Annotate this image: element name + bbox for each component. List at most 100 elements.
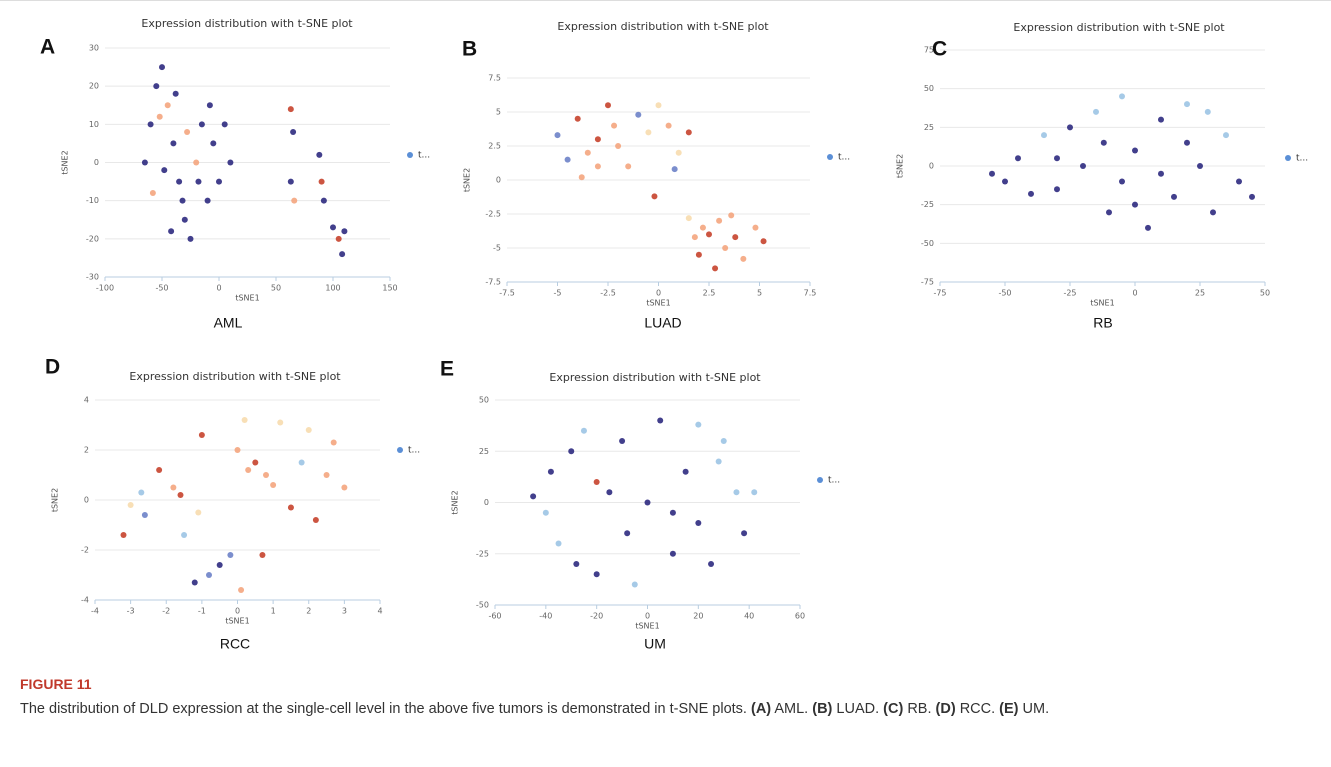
legend-label: t... <box>838 153 850 163</box>
scatter-point <box>741 530 748 537</box>
scatter-point <box>330 439 337 446</box>
y-axis-label: tSNE2 <box>463 168 472 192</box>
scatter-point <box>1015 155 1021 162</box>
y-tick-label: -7.5 <box>485 278 501 287</box>
scatter-point <box>728 212 735 219</box>
caption-segment: The distribution of DLD expression at th… <box>20 701 751 717</box>
scatter-point <box>594 163 601 170</box>
scatter-point <box>615 143 622 149</box>
x-axis-label: tSNE1 <box>646 299 670 308</box>
x-tick-label: -2 <box>162 607 170 616</box>
scatter-point <box>245 467 252 473</box>
scatter-point <box>210 140 217 147</box>
scatter-point <box>206 572 212 578</box>
scatter-point <box>712 265 719 272</box>
panel-label: E <box>440 358 454 381</box>
scatter-point <box>722 245 729 251</box>
x-tick-label: -1 <box>198 607 206 616</box>
scatter-point <box>1041 132 1047 139</box>
scatter-point <box>141 159 148 166</box>
x-tick-label: -75 <box>933 289 946 298</box>
scatter-point <box>179 197 186 204</box>
x-tick-label: 3 <box>342 607 347 616</box>
scatter-point <box>594 136 601 143</box>
scatter-point <box>227 159 234 166</box>
caption-text: The distribution of DLD expression at th… <box>20 698 1260 720</box>
scatter-point <box>259 552 266 558</box>
legend-marker <box>397 447 403 453</box>
scatter-point <box>1158 170 1164 177</box>
scatter-point <box>238 587 245 593</box>
y-tick-label: 0 <box>496 176 501 185</box>
y-tick-label: 10 <box>89 120 99 129</box>
chart-title: Expression distribution with t-SNE plot <box>1013 21 1225 34</box>
x-axis-label: tSNE1 <box>225 617 249 626</box>
scatter-point <box>706 231 712 238</box>
y-tick-label: 75 <box>924 46 934 55</box>
panel-caption: RCC <box>220 636 250 652</box>
scatter-point <box>164 102 171 109</box>
scatter-point <box>141 512 148 518</box>
x-tick-label: 50 <box>271 284 281 293</box>
caption-label: FIGURE 11 <box>20 676 92 692</box>
legend-label: t... <box>408 446 420 456</box>
scatter-point <box>204 197 211 204</box>
top-rule <box>0 0 1331 1</box>
x-tick-label: 0 <box>235 607 240 616</box>
scatter-point <box>320 197 327 204</box>
scatter-point <box>645 129 652 136</box>
x-tick-label: -50 <box>155 284 168 293</box>
caption-segment: (C) <box>883 701 904 717</box>
y-tick-label: -75 <box>921 278 934 287</box>
legend-label: t... <box>418 151 430 161</box>
legend-marker <box>1285 155 1291 161</box>
x-tick-label: 0 <box>1132 289 1137 298</box>
scatter-point <box>530 493 537 500</box>
scatter-point <box>580 427 587 434</box>
y-tick-label: 0 <box>94 158 99 167</box>
scatter-point <box>156 113 163 120</box>
scatter-point <box>1204 108 1211 115</box>
panel-label: B <box>462 38 477 61</box>
y-tick-label: 50 <box>479 396 489 405</box>
scatter-point <box>1236 178 1242 185</box>
scatter-point <box>1132 201 1138 208</box>
x-tick-label: 150 <box>382 284 397 293</box>
y-tick-label: -20 <box>86 234 99 243</box>
scatter-point <box>695 421 702 428</box>
scatter-point <box>1100 139 1107 146</box>
y-tick-label: 0 <box>84 496 89 505</box>
scatter-point <box>170 484 177 491</box>
scatter-point <box>216 562 223 568</box>
x-tick-label: 5 <box>757 289 762 298</box>
scatter-point <box>138 489 145 496</box>
y-tick-label: -50 <box>476 601 489 610</box>
scatter-point <box>716 217 723 224</box>
chart-title: Expression distribution with t-SNE plot <box>557 20 769 33</box>
scatter-point <box>573 561 580 567</box>
scatter-point <box>1249 193 1255 200</box>
y-axis-label: tSNE2 <box>61 150 70 174</box>
scatter-point <box>1119 93 1125 100</box>
scatter-point <box>574 115 581 122</box>
y-tick-label: -4 <box>81 596 89 605</box>
caption-segment: (D) <box>935 701 956 717</box>
scatter-point <box>318 178 325 185</box>
caption-segment: (E) <box>999 701 1019 717</box>
y-tick-label: 2 <box>84 446 89 455</box>
scatter-point <box>127 502 134 508</box>
scatter-point <box>547 468 554 475</box>
panel-caption: AML <box>214 315 243 331</box>
y-tick-label: 50 <box>924 84 934 93</box>
scatter-point <box>564 156 571 163</box>
scatter-point <box>277 419 284 426</box>
scatter-point <box>287 504 294 511</box>
scatter-point <box>584 149 591 156</box>
y-tick-label: -30 <box>86 273 99 282</box>
scatter-point <box>665 122 672 129</box>
scatter-point <box>168 228 175 235</box>
scatter-point <box>323 472 330 478</box>
panel-label: D <box>45 356 60 379</box>
x-tick-label: 40 <box>744 612 754 621</box>
